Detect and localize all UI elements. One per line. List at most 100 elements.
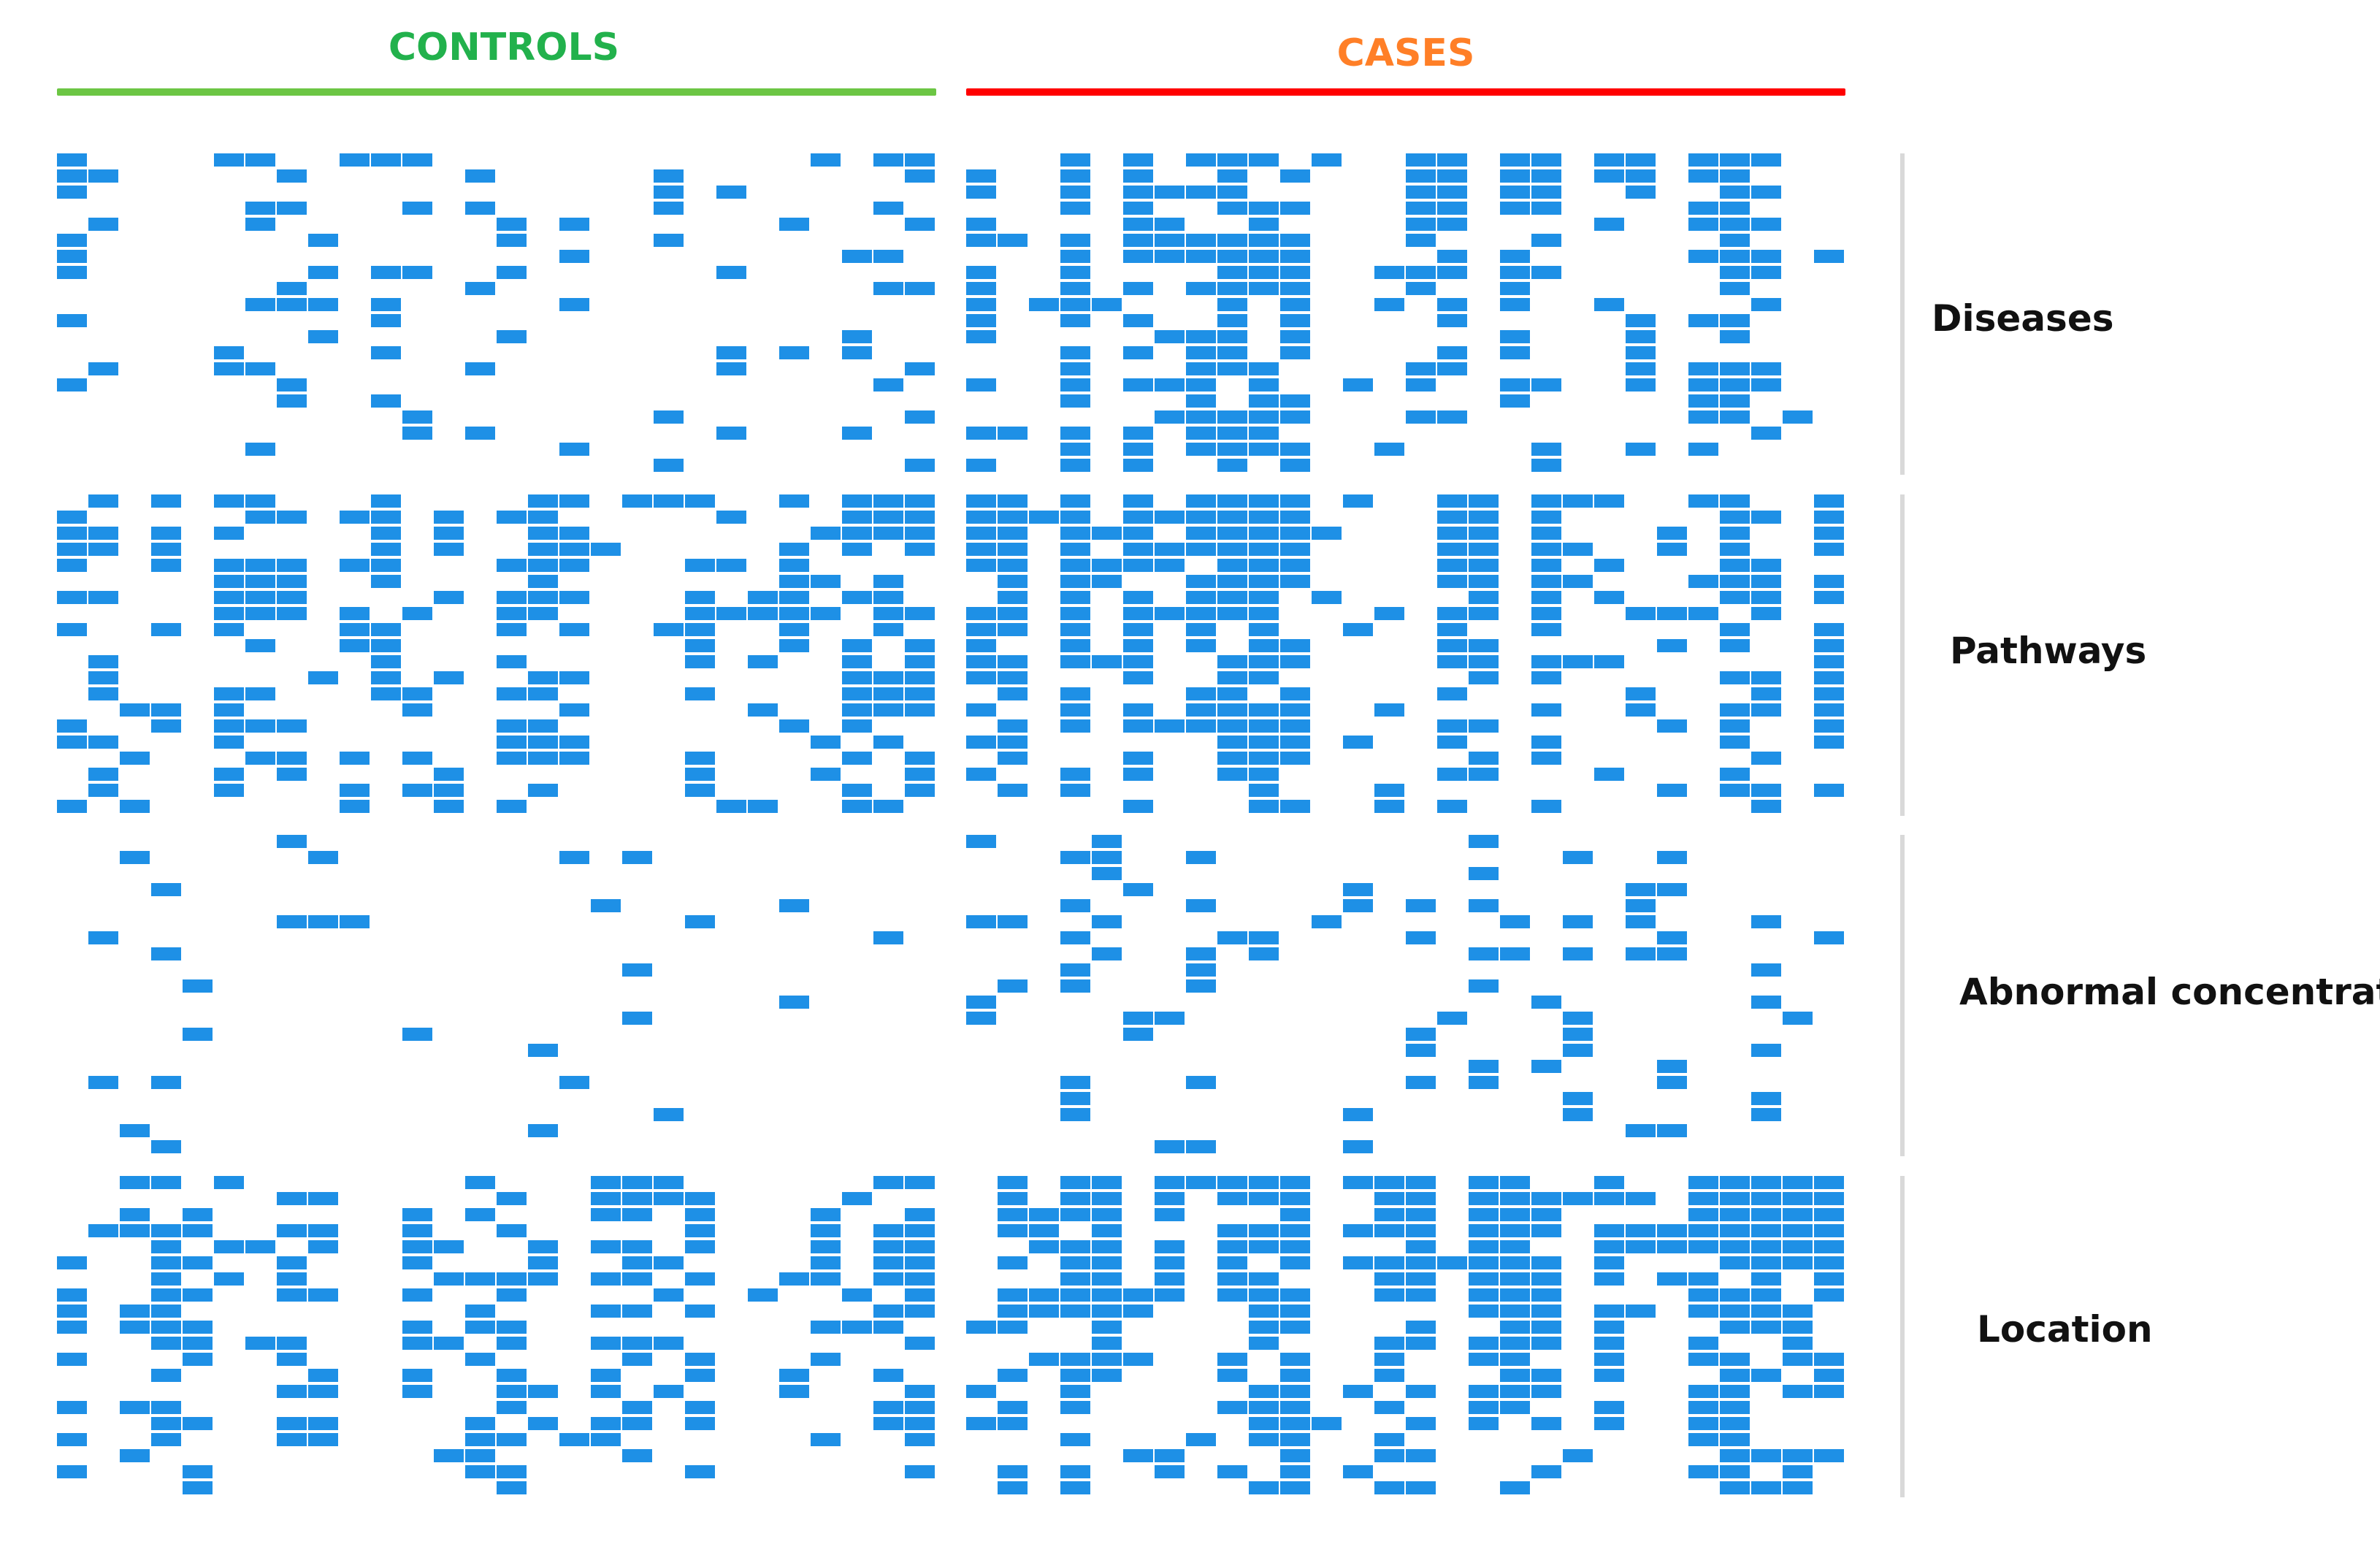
heatmap-cell [1626, 947, 1656, 960]
heatmap-cell [88, 687, 118, 700]
heatmap-cell [1249, 1401, 1279, 1414]
heatmap-cell [966, 527, 996, 540]
heatmap-cell [716, 559, 746, 572]
heatmap-cell [1029, 1208, 1059, 1221]
heatmap-cell [340, 915, 370, 928]
heatmap-cell [685, 915, 715, 928]
heatmap-cell [1688, 1192, 1718, 1205]
heatmap-cell [1123, 752, 1153, 765]
heatmap-cell [654, 410, 684, 424]
heatmap-cell [183, 1337, 213, 1350]
heatmap-cell [748, 800, 778, 813]
heatmap-cell [811, 607, 841, 620]
heatmap-cell [1594, 559, 1624, 572]
heatmap-cell [1123, 623, 1153, 636]
heatmap-cell [966, 511, 996, 524]
heatmap-cell [1249, 394, 1279, 408]
heatmap-cell [245, 443, 275, 456]
heatmap-cell [1531, 1465, 1561, 1478]
heatmap-cell [120, 800, 150, 813]
controls-label: CONTROLS [389, 26, 619, 69]
heatmap-cell [1500, 1256, 1530, 1269]
heatmap-cell [905, 459, 935, 472]
heatmap-cell [1060, 1272, 1090, 1286]
heatmap-cell [998, 687, 1028, 700]
heatmap-cell [1406, 1240, 1436, 1253]
heatmap-cell [1720, 1224, 1750, 1237]
heatmap-cell [1531, 655, 1561, 668]
heatmap-cell [905, 671, 935, 684]
heatmap-cell [1563, 851, 1593, 864]
heatmap-cell [1751, 703, 1781, 717]
heatmap-cell [1469, 1176, 1499, 1189]
heatmap-cell [1060, 186, 1090, 199]
heatmap-cell [1186, 623, 1216, 636]
heatmap-cell [88, 1076, 118, 1089]
heatmap-cell [1688, 410, 1718, 424]
heatmap-cell [465, 1272, 495, 1286]
heatmap-cell [1469, 1224, 1499, 1237]
heatmap-cell [214, 719, 244, 733]
heatmap-cell [402, 687, 432, 700]
heatmap-cell [1406, 218, 1436, 231]
heatmap-cell [998, 1256, 1028, 1269]
heatmap-cell [402, 1208, 432, 1221]
heatmap-cell [1406, 153, 1436, 167]
heatmap-cell [1374, 1208, 1404, 1221]
heatmap-cell [559, 851, 589, 864]
heatmap-cell [1280, 1288, 1310, 1302]
heatmap-cell [873, 250, 903, 263]
heatmap-cell [842, 427, 872, 440]
heatmap-cell [1688, 1305, 1718, 1318]
heatmap-cell [1092, 1321, 1122, 1334]
heatmap-cell [497, 800, 527, 813]
heatmap-cell [151, 494, 181, 508]
heatmap-cell [1720, 543, 1750, 556]
heatmap-cell [57, 511, 87, 524]
heatmap-cell [1783, 410, 1813, 424]
heatmap-cell [1249, 282, 1279, 295]
heatmap-cell [1060, 591, 1090, 604]
heatmap-cell [277, 202, 307, 215]
heatmap-cell [1783, 1353, 1813, 1366]
heatmap-cell [528, 511, 558, 524]
heatmap-cell [434, 1240, 464, 1253]
heatmap-cell [308, 1433, 338, 1446]
heatmap-cell [1123, 346, 1153, 359]
heatmap-cell [1437, 543, 1467, 556]
heatmap-cell [685, 559, 715, 572]
heatmap-cell [1531, 1369, 1561, 1382]
heatmap-cell [1092, 298, 1122, 311]
heatmap-cells [57, 153, 1844, 1494]
heatmap-cell [842, 655, 872, 668]
heatmap-cell [371, 639, 401, 652]
heatmap-cell [1060, 1076, 1090, 1089]
heatmap-cell [1720, 1256, 1750, 1269]
heatmap-cell [57, 719, 87, 733]
heatmap-cell [905, 752, 935, 765]
heatmap-cell [57, 1465, 87, 1478]
category-label-abnormal-concentration: Abnormal concentration [1959, 971, 2380, 1013]
heatmap-cell [1092, 1208, 1122, 1221]
heatmap-cell [1437, 410, 1467, 424]
heatmap-cell [1531, 591, 1561, 604]
heatmap-cell [1469, 511, 1499, 524]
heatmap-cell [1657, 1240, 1687, 1253]
heatmap-cell [1720, 330, 1750, 343]
heatmap-cell [905, 153, 935, 167]
heatmap-cell [1469, 1076, 1499, 1089]
heatmap-cell [1594, 1417, 1624, 1430]
heatmap-cell [402, 1385, 432, 1398]
heatmap-cell [1186, 963, 1216, 977]
heatmap-cell [214, 703, 244, 717]
heatmap-cell [1626, 883, 1656, 896]
heatmap-cell [1626, 1240, 1656, 1253]
heatmap-cell [1469, 1353, 1499, 1366]
heatmap-cell [966, 378, 996, 391]
heatmap-cell [1155, 1288, 1185, 1302]
heatmap-cell [1186, 1176, 1216, 1189]
heatmap-cell [1626, 169, 1656, 183]
heatmap-cell [1060, 1433, 1090, 1446]
heatmap-cell [1626, 607, 1656, 620]
heatmap-cell [1531, 527, 1561, 540]
